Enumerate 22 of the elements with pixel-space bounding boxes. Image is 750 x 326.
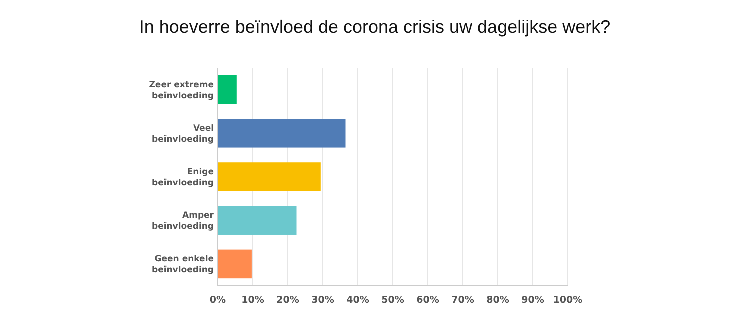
x-tick-label: 90% [522,295,545,306]
x-tick-label: 30% [312,295,335,306]
x-tick-label: 80% [486,295,510,306]
y-tick-label: Zeer extreme beïnvloeding [149,80,214,102]
y-tick-label: Enige beïnvloeding [152,168,214,188]
x-tick-label: 70% [452,295,475,306]
x-tick-label: 50% [382,295,405,306]
x-tick-label: 20% [276,295,300,306]
bar [218,162,321,192]
y-tick-label: Veel beïnvloeding [152,124,214,145]
bar [218,206,297,235]
x-tick-label: 10% [242,295,265,306]
x-tick-label: 40% [346,295,370,306]
x-tick-label: 100% [553,295,584,306]
bar [218,119,346,148]
y-tick-label: Geen enkele beïnvloeding [152,254,214,276]
y-tick-label: Amper beïnvloeding [152,211,215,232]
x-tick-label: 0% [210,295,227,306]
bar [218,75,237,104]
bar [218,250,252,279]
x-tick-label: 60% [416,295,440,306]
chart-title: In hoeverre beïnvloed de corona crisis uw dagelijkse werk? [139,17,611,37]
